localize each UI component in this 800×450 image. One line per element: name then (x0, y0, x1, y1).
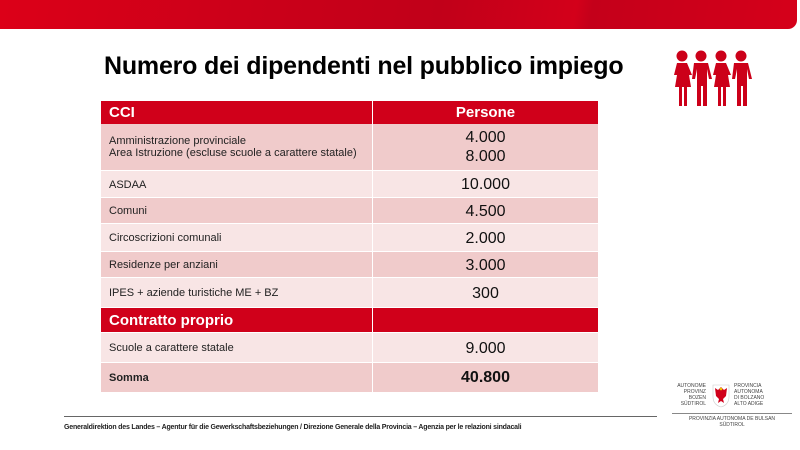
section-header-row: Contratto proprio (101, 307, 598, 333)
row-label: Residenze per anziani (101, 252, 373, 278)
table-row: Comuni 4.500 (101, 197, 598, 224)
row-value: 2.000 (465, 229, 506, 247)
row-value: 9.000 (465, 339, 506, 357)
total-row: Somma 40.800 (101, 362, 598, 392)
row-label: Amministrazione provinciale (109, 135, 246, 147)
table-header-row: CCI Persone (101, 101, 598, 124)
page-title: Numero dei dipendenti nel pubblico impie… (104, 52, 624, 80)
section-header-contratto-proprio: Contratto proprio (101, 308, 373, 333)
table-row: Circoscrizioni comunali 2.000 (101, 223, 598, 252)
footer-divider (64, 416, 657, 417)
row-value: 3.000 (465, 256, 506, 274)
province-logo: AUTONOME PROVINZ BOZEN SÜDTIROL PROVINCI… (672, 383, 792, 438)
row-value: 4.500 (465, 202, 506, 220)
eagle-crest-icon (712, 384, 730, 408)
table-row: ASDAA 10.000 (101, 170, 598, 198)
row-label: Area Istruzione (escluse scuole a caratt… (109, 147, 357, 159)
table-row: Residenze per anziani 3.000 (101, 251, 598, 278)
top-banner (0, 0, 797, 29)
table-row: IPES + aziende turistiche ME + BZ 300 (101, 277, 598, 308)
people-group-icon (674, 50, 752, 106)
table-row: Amministrazione provinciale Area Istruzi… (101, 124, 598, 170)
header-cci: CCI (101, 101, 373, 124)
row-label: Circoscrizioni comunali (101, 224, 373, 252)
row-label: Scuole a carattere statale (101, 333, 373, 363)
row-value: 300 (472, 284, 499, 302)
table-row: Scuole a carattere statale 9.000 (101, 332, 598, 363)
footer-text: Generaldirektion des Landes – Agentur fü… (64, 424, 522, 431)
row-label: ASDAA (101, 171, 373, 198)
row-value: 8.000 (465, 148, 506, 165)
row-value: 4.000 (465, 129, 506, 146)
row-label: IPES + aziende turistiche ME + BZ (101, 278, 373, 308)
row-value: 10.000 (461, 176, 510, 193)
header-persone: Persone (455, 104, 516, 121)
total-label: Somma (101, 363, 373, 392)
row-label: Comuni (101, 198, 373, 224)
total-value: 40.800 (461, 369, 510, 386)
